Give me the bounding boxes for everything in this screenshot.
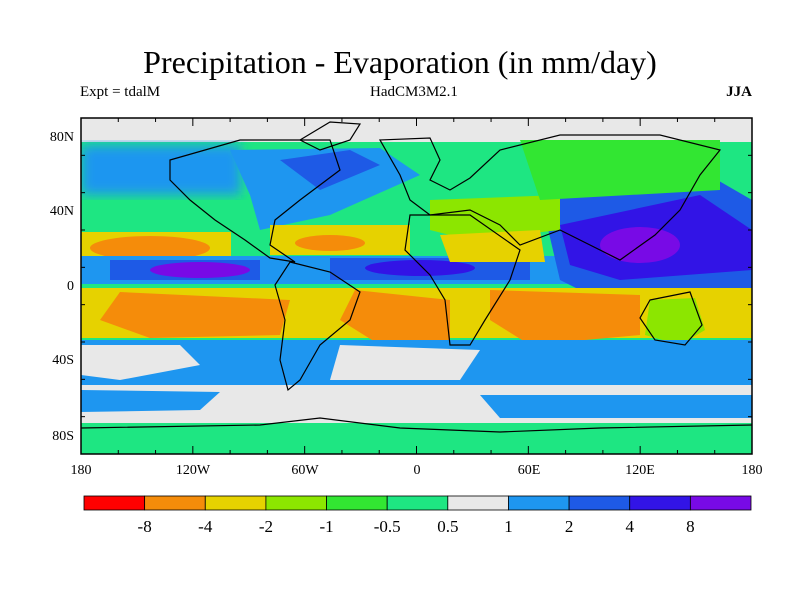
colorbar-label: -4 <box>198 517 213 536</box>
precip-minus-evap-field <box>81 118 752 454</box>
colorbar-swatch <box>447 495 509 511</box>
colorbar-swatch <box>629 495 691 511</box>
experiment-label: Expt = tdalM <box>80 84 161 100</box>
lon-tick-60w: 60W <box>291 463 319 478</box>
colorbar-label: 8 <box>686 517 695 536</box>
colorbar-swatch <box>204 495 267 511</box>
colorbar-swatch <box>144 495 206 511</box>
chart-title: Precipitation - Evaporation (in mm/day) <box>143 44 657 80</box>
colorbar-swatch <box>508 495 570 511</box>
lon-tick-180w: 180 <box>71 463 92 478</box>
model-label: HadCM3M2.1 <box>370 84 458 100</box>
colorbar-label: -0.5 <box>374 517 401 536</box>
colorbar-label: -2 <box>259 517 273 536</box>
colorbar-swatch <box>386 495 449 511</box>
colorbar-label: -8 <box>138 517 152 536</box>
colorbar-swatch <box>265 495 327 511</box>
colorbar-label: -1 <box>319 517 333 536</box>
colorbar-label: 2 <box>565 517 574 536</box>
colorbar: -8 -4 -2 -1 -0.5 0.5 1 2 4 8 <box>83 495 752 536</box>
colorbar-swatch <box>83 495 146 511</box>
lon-tick-180e: 180 <box>742 463 763 478</box>
colorbar-swatch <box>568 495 631 511</box>
lat-tick-80s: 80S <box>52 429 74 444</box>
lon-tick-120e: 120E <box>625 463 655 478</box>
lon-tick-0: 0 <box>414 463 421 478</box>
colorbar-label: 0.5 <box>437 517 458 536</box>
season-label: JJA <box>726 84 752 100</box>
coastlines <box>81 121 752 433</box>
lon-tick-60e: 60E <box>518 463 541 478</box>
lon-tick-120w: 120W <box>176 463 211 478</box>
lat-tick-80n: 80N <box>50 130 74 145</box>
lat-tick-40n: 40N <box>50 204 74 219</box>
lat-tick-0: 0 <box>67 279 74 294</box>
colorbar-swatch <box>689 495 752 511</box>
lat-tick-40s: 40S <box>52 353 74 368</box>
colorbar-label: 1 <box>504 517 513 536</box>
colorbar-swatch <box>326 495 388 511</box>
colorbar-label: 4 <box>625 517 634 536</box>
